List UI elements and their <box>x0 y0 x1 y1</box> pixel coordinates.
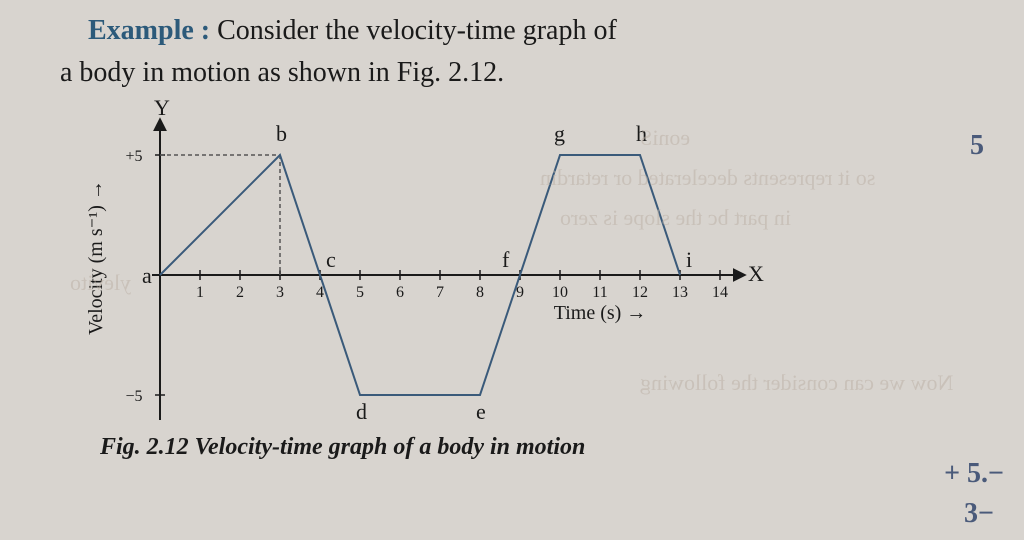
svg-text:Time (s) →: Time (s) → <box>554 302 647 324</box>
handwritten-plus-five: + 5.− <box>944 458 1004 490</box>
svg-text:h: h <box>636 121 647 146</box>
chart-svg: 1234567891011121314−5+5abcdefghiYXTime (… <box>70 100 790 430</box>
handwritten-three: 3− <box>964 498 994 530</box>
svg-text:X: X <box>748 261 764 286</box>
example-label: Example : <box>88 15 210 46</box>
svg-text:a: a <box>142 263 152 288</box>
svg-text:3: 3 <box>276 284 284 301</box>
svg-text:14: 14 <box>712 284 728 301</box>
svg-text:g: g <box>554 121 565 146</box>
svg-text:6: 6 <box>396 284 404 301</box>
example-body-line2: a body in motion as shown in Fig. 2.12. <box>60 57 504 88</box>
svg-text:Velocity (m s⁻¹) →: Velocity (m s⁻¹) → <box>85 180 107 335</box>
svg-text:7: 7 <box>436 284 444 301</box>
svg-text:1: 1 <box>196 284 204 301</box>
svg-text:8: 8 <box>476 284 484 301</box>
svg-text:d: d <box>356 399 367 424</box>
svg-text:−5: −5 <box>125 388 142 405</box>
page: Example : Consider the velocity-time gra… <box>0 0 1024 471</box>
svg-text:2: 2 <box>236 284 244 301</box>
svg-text:12: 12 <box>632 284 648 301</box>
svg-text:13: 13 <box>672 284 688 301</box>
svg-text:b: b <box>276 121 287 146</box>
svg-text:i: i <box>686 247 692 272</box>
svg-text:10: 10 <box>552 284 568 301</box>
svg-text:11: 11 <box>592 284 607 301</box>
example-paragraph: Example : Consider the velocity-time gra… <box>60 10 984 94</box>
handwritten-five: 5 <box>970 130 984 162</box>
figure-caption: Fig. 2.12 Velocity-time graph of a body … <box>100 434 984 461</box>
svg-text:Y: Y <box>154 100 170 120</box>
svg-text:f: f <box>502 247 510 272</box>
svg-text:5: 5 <box>356 284 364 301</box>
svg-text:c: c <box>326 247 336 272</box>
example-body-line1: Consider the velocity-time graph of <box>217 15 617 46</box>
velocity-time-chart: 1234567891011121314−5+5abcdefghiYXTime (… <box>70 100 790 430</box>
svg-text:e: e <box>476 399 486 424</box>
svg-text:+5: +5 <box>125 148 142 165</box>
